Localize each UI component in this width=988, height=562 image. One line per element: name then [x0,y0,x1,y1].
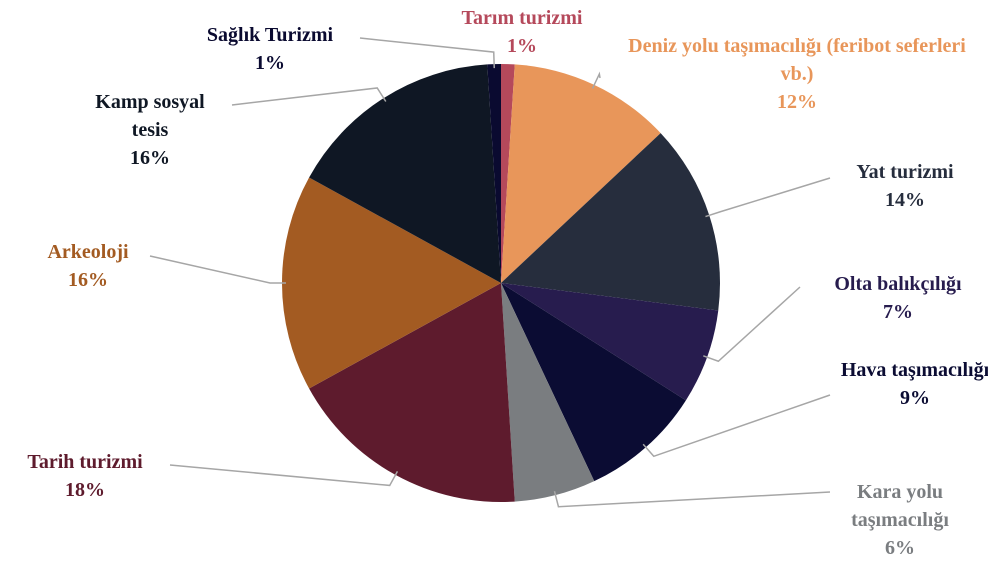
category-label: Olta balıkçılığı [834,273,962,295]
leader-line [169,464,399,487]
value-label: 16% [130,147,170,169]
pie-slice [309,283,515,502]
leader-line [231,87,387,106]
leader-line [359,37,495,69]
data-label: Olta balıkçılığı 7% [748,270,988,326]
value-label: 16% [68,269,108,291]
value-label: 7% [883,301,913,323]
category-label: Kamp sosyal tesis [95,91,205,141]
category-label: Tarım turizmi [461,7,583,29]
category-label: Yat turizmi [856,161,954,183]
data-label: Tarım turizmi 1% [372,4,672,60]
value-label: 14% [885,189,925,211]
leader-line [705,177,831,218]
pie-slice [487,64,501,283]
leader-line [642,394,831,458]
pie-slice [501,283,595,502]
category-label: Kara yolu taşımacılığı [851,481,949,531]
data-label: Yat turizmi 14% [755,158,988,214]
pie-slice [501,133,720,311]
category-label: Sağlık Turizmi [206,24,334,46]
data-label: Arkeoloji 16% [0,238,238,294]
data-label: Tarih turizmi 18% [0,448,235,504]
leader-line [149,255,286,284]
value-label: 12% [777,91,817,113]
data-label: Deniz yolu taşımacılığı (feribot seferle… [617,32,977,116]
pie-slice [501,64,515,283]
category-label: Tarih turizmi [27,451,143,473]
category-label: Deniz yolu taşımacılığı (feribot seferle… [628,35,966,85]
value-label: 9% [900,387,930,409]
value-label: 18% [65,479,105,501]
leader-line [591,71,601,89]
leader-line [553,491,831,508]
data-label: Kamp sosyal tesis 16% [90,88,210,172]
leader-line [703,286,801,363]
pie-slice [501,283,686,482]
data-label: Hava taşımacılığı 9% [840,356,988,412]
value-label: 1% [255,52,285,74]
value-label: 6% [885,537,915,559]
data-label: Sağlık Turizmi 1% [120,21,420,77]
pie-slice [501,64,661,283]
category-label: Hava taşımacılığı [840,359,988,381]
category-label: Arkeoloji [47,241,129,263]
pie-slice [501,283,719,401]
pie-slice [281,177,501,389]
value-label: 1% [507,35,537,57]
pie-slice [309,64,501,283]
data-label: Kara yolu taşımacılığı 6% [825,478,975,562]
